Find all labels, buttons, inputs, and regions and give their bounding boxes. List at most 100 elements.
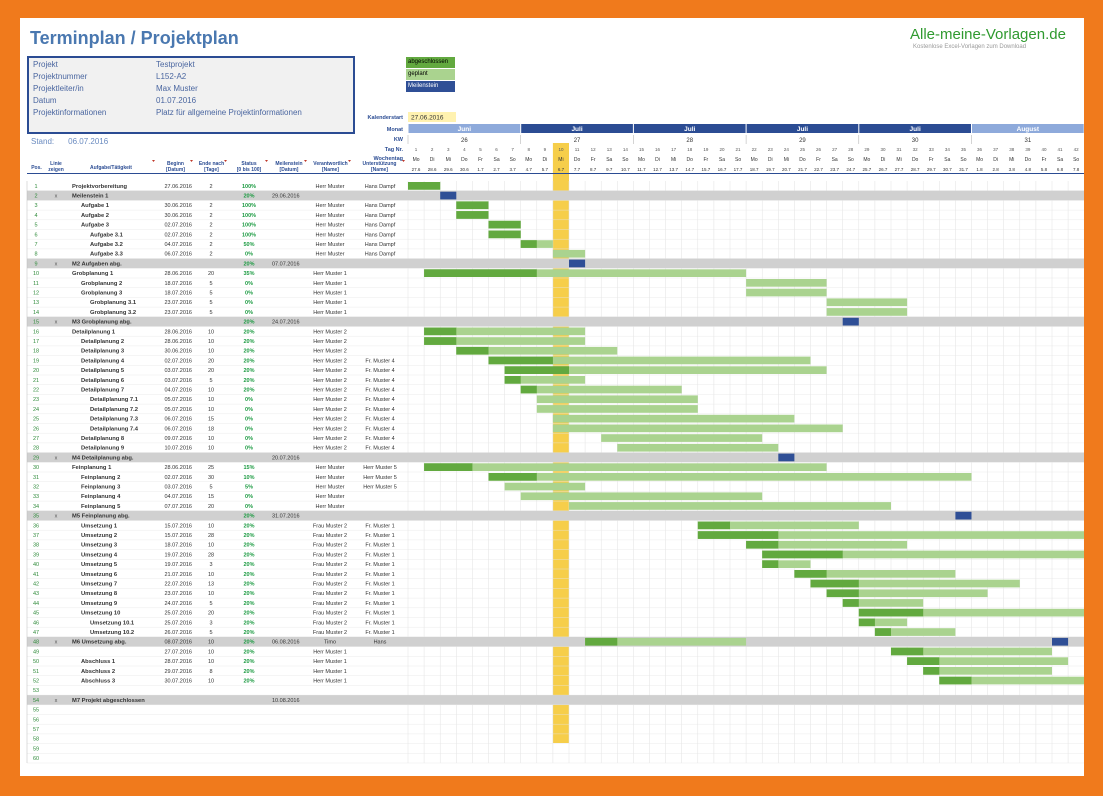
status-percent[interactable]: 20% (243, 261, 254, 267)
task-name[interactable]: Detailplanung 7 (81, 388, 124, 394)
support-name[interactable]: Hans Dampf (365, 242, 396, 248)
duration-days[interactable]: 10 (208, 659, 214, 665)
status-percent[interactable]: 20% (243, 514, 254, 520)
support-name[interactable]: Fr. Muster 4 (365, 378, 394, 384)
task-bar-planned[interactable] (826, 589, 988, 598)
begin-date[interactable]: 06.07.2016 (164, 252, 192, 258)
status-percent[interactable]: 20% (243, 533, 254, 539)
show-line-flag[interactable]: x (55, 640, 58, 646)
status-percent[interactable]: 100% (242, 232, 256, 238)
support-name[interactable]: Fr. Muster 1 (365, 611, 394, 617)
responsible-name[interactable]: Herr Muster (315, 213, 344, 219)
duration-days[interactable]: 2 (209, 203, 212, 209)
duration-days[interactable]: 10 (208, 407, 214, 413)
duration-days[interactable]: 5 (209, 291, 212, 297)
show-line-flag[interactable]: x (55, 320, 58, 326)
task-bar-planned[interactable] (552, 424, 843, 433)
status-percent[interactable]: 0% (245, 417, 253, 423)
task-bar-planned[interactable] (488, 356, 811, 365)
task-bar-planned[interactable] (794, 570, 956, 578)
task-bar-done[interactable] (456, 346, 489, 355)
stand-value[interactable]: 06.07.2016 (68, 137, 109, 146)
support-name[interactable]: Herr Muster 5 (363, 485, 397, 491)
task-bar-planned[interactable] (504, 376, 586, 384)
task-bar-done[interactable] (488, 220, 521, 229)
task-bar-done[interactable] (762, 560, 779, 568)
support-name[interactable]: Hans Dampf (365, 184, 396, 190)
duration-days[interactable]: 30 (208, 475, 214, 481)
task-name[interactable]: Umsetzung 2 (81, 533, 117, 539)
status-percent[interactable]: 15% (243, 465, 254, 471)
task-bar-done[interactable] (488, 473, 537, 481)
duration-days[interactable]: 5 (209, 310, 212, 316)
task-bar-planned[interactable] (536, 395, 698, 404)
support-name[interactable]: Fr. Muster 4 (365, 436, 394, 442)
task-name[interactable]: Detailplanung 7.4 (90, 426, 139, 432)
support-name[interactable]: Fr. Muster 1 (365, 630, 394, 636)
responsible-name[interactable]: Frau Muster 2 (313, 601, 347, 607)
task-bar-done[interactable] (842, 599, 859, 607)
status-percent[interactable]: 0% (245, 252, 253, 258)
task-bar-done[interactable] (456, 211, 489, 219)
task-bar-done[interactable] (858, 608, 924, 617)
task-bar-planned[interactable] (874, 628, 956, 636)
task-name[interactable]: M7 Projekt abgeschlossen (72, 698, 145, 704)
task-bar-done[interactable] (697, 531, 779, 539)
status-percent[interactable]: 20% (243, 669, 254, 675)
duration-days[interactable]: 13 (208, 582, 214, 588)
task-name[interactable]: Umsetzung 7 (81, 582, 117, 588)
info-value[interactable]: 01.07.2016 (156, 96, 197, 105)
info-value[interactable]: L152-A2 (156, 72, 187, 81)
milestone-date[interactable]: 06.08.2016 (272, 640, 300, 646)
filter-dropdown-icon[interactable] (224, 160, 227, 162)
support-name[interactable]: Fr. Muster 1 (365, 601, 394, 607)
responsible-name[interactable]: Herr Muster 2 (313, 407, 347, 413)
duration-days[interactable]: 2 (209, 184, 212, 190)
begin-date[interactable]: 22.07.2016 (164, 582, 192, 588)
task-name[interactable]: Umsetzung 6 (81, 572, 118, 578)
duration-days[interactable]: 25 (208, 465, 214, 471)
task-bar-done[interactable] (874, 628, 891, 636)
duration-days[interactable]: 10 (208, 349, 214, 355)
responsible-name[interactable]: Herr Muster (315, 252, 344, 258)
task-bar-done[interactable] (585, 637, 618, 646)
begin-date[interactable]: 18.07.2016 (164, 543, 192, 549)
milestone-marker[interactable] (778, 453, 795, 462)
duration-days[interactable]: 10 (208, 329, 214, 335)
begin-date[interactable]: 18.07.2016 (164, 281, 192, 287)
responsible-name[interactable]: Frau Muster 2 (313, 552, 347, 558)
duration-days[interactable]: 2 (209, 223, 212, 229)
status-percent[interactable]: 100% (242, 203, 256, 209)
task-name[interactable]: Umsetzung 1 (81, 523, 118, 529)
responsible-name[interactable]: Herr Muster 1 (313, 659, 347, 665)
task-name[interactable]: Abschluss 1 (81, 659, 116, 665)
task-bar-done[interactable] (424, 327, 457, 336)
task-name[interactable]: Aufgabe 3.1 (90, 232, 124, 238)
task-name[interactable]: Aufgabe 3 (81, 223, 110, 229)
responsible-name[interactable]: Herr Muster (315, 465, 344, 471)
begin-date[interactable]: 07.07.2016 (164, 504, 192, 510)
status-percent[interactable]: 0% (245, 281, 253, 287)
support-name[interactable]: Fr. Muster 1 (365, 582, 394, 588)
begin-date[interactable]: 03.07.2016 (164, 485, 192, 491)
responsible-name[interactable]: Herr Muster 2 (313, 446, 347, 452)
task-name[interactable]: Detailplanung 7.2 (90, 407, 138, 413)
task-bar-done[interactable] (891, 647, 924, 656)
task-bar-planned[interactable] (746, 540, 908, 549)
responsible-name[interactable]: Herr Muster 2 (313, 388, 347, 394)
task-bar-done[interactable] (746, 540, 779, 549)
begin-date[interactable]: 23.07.2016 (164, 300, 192, 306)
support-name[interactable]: Fr. Muster 1 (365, 572, 394, 578)
duration-days[interactable]: 8 (209, 669, 212, 675)
status-percent[interactable]: 35% (243, 271, 254, 277)
duration-days[interactable]: 3 (209, 620, 212, 626)
duration-days[interactable]: 20 (208, 611, 214, 617)
responsible-name[interactable]: Frau Muster 2 (313, 620, 347, 626)
kalenderstart-cell[interactable] (408, 112, 456, 122)
task-name[interactable]: Projektvorbereitung (72, 184, 128, 190)
task-name[interactable]: Grobplanung 3 (81, 291, 123, 297)
task-bar-planned[interactable] (424, 463, 827, 471)
task-name[interactable]: Detailplanung 8 (81, 436, 125, 442)
task-bar-done[interactable] (520, 240, 537, 248)
task-bar-done[interactable] (858, 618, 875, 627)
